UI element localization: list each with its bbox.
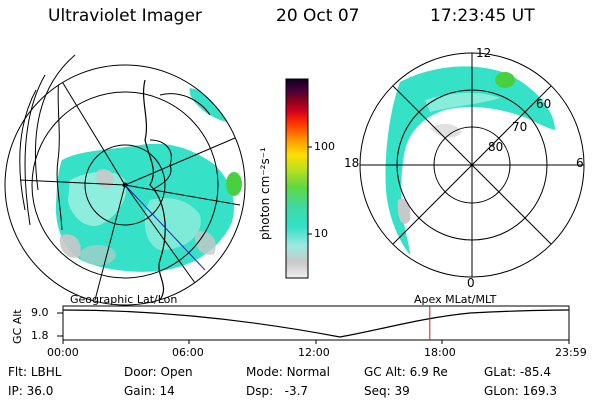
altitude-curve — [62, 309, 570, 338]
info-gain-value: 14 — [159, 384, 175, 398]
info-gain-label: Gain: — [124, 384, 156, 398]
colorbar-tick-100: 100 — [314, 140, 335, 153]
info-gain: Gain: 14 — [124, 384, 175, 398]
track-y-tick-top: 9.0 — [31, 306, 49, 319]
info-glat-label: GLat: — [484, 365, 517, 379]
track-x-tick-2359: 23:59 — [555, 346, 587, 359]
track-x-tick-0600: 06:00 — [172, 346, 204, 359]
lat-label-60: 60 — [536, 97, 552, 111]
info-door: Door: Open — [124, 365, 193, 379]
lat-label-80: 80 — [488, 140, 504, 154]
info-door-label: Door: — [124, 365, 157, 379]
track-x-tick-1800: 18:00 — [424, 346, 456, 359]
info-ip-label: IP: — [8, 384, 23, 398]
mlt-label-12: 12 — [476, 46, 492, 60]
left-aurora-image — [55, 88, 242, 272]
info-glon: GLon: 169.3 — [484, 384, 557, 398]
geographic-map — [4, 54, 246, 306]
info-glat-value: -85.4 — [519, 365, 551, 379]
info-glon-label: GLon: — [484, 384, 519, 398]
info-mode-label: Mode: — [246, 365, 283, 379]
colorbar-unit-label: photon cm⁻²s⁻¹ — [258, 147, 272, 240]
info-door-value: Open — [160, 365, 193, 379]
info-seq: Seq: 39 — [364, 384, 410, 398]
info-dsp: Dsp: -3.7 — [246, 384, 308, 398]
track-y-tick-bottom: 1.8 — [31, 329, 49, 342]
observation-date: 20 Oct 07 — [276, 6, 360, 26]
track-y-label: GC Alt — [11, 309, 24, 344]
info-ip: IP: 36.0 — [8, 384, 53, 398]
info-seq-label: Seq: — [364, 384, 391, 398]
track-x-tick-0000: 00:00 — [47, 346, 79, 359]
mlt-label-6: 6 — [576, 156, 584, 170]
observation-time: 17:23:45 UT — [430, 6, 535, 26]
mlt-label-0: 0 — [467, 276, 475, 290]
info-flt-value: LBHL — [30, 365, 62, 379]
info-mode: Mode: Normal — [246, 365, 330, 379]
image-title: Ultraviolet Imager — [48, 6, 202, 26]
lat-label-70: 70 — [512, 120, 528, 134]
right-aurora-image — [385, 66, 555, 255]
colorbar — [285, 78, 312, 279]
info-gcalt: GC Alt: 6.9 Re — [364, 365, 448, 379]
info-dsp-label: Dsp: — [246, 384, 274, 398]
mlt-label-18: 18 — [344, 156, 360, 170]
info-seq-value: 39 — [394, 384, 410, 398]
track-right-label: Apex MLat/MLT — [414, 293, 497, 306]
info-gcalt-value: 6.9 Re — [409, 365, 448, 379]
track-x-tick-1200: 12:00 — [298, 346, 330, 359]
info-flt-label: Flt: — [8, 365, 27, 379]
track-panel — [57, 305, 570, 344]
info-glon-value: 169.3 — [522, 384, 557, 398]
colorbar-tick-10: 10 — [314, 227, 328, 240]
info-flt: Flt: LBHL — [8, 365, 61, 379]
info-gcalt-label: GC Alt: — [364, 365, 406, 379]
polar-plot — [359, 52, 585, 278]
info-glat: GLat: -85.4 — [484, 365, 551, 379]
track-left-label: Geographic Lat/Lon — [70, 293, 178, 306]
info-mode-value: Normal — [286, 365, 330, 379]
info-dsp-value: -3.7 — [284, 384, 309, 398]
info-ip-value: 36.0 — [26, 384, 54, 398]
